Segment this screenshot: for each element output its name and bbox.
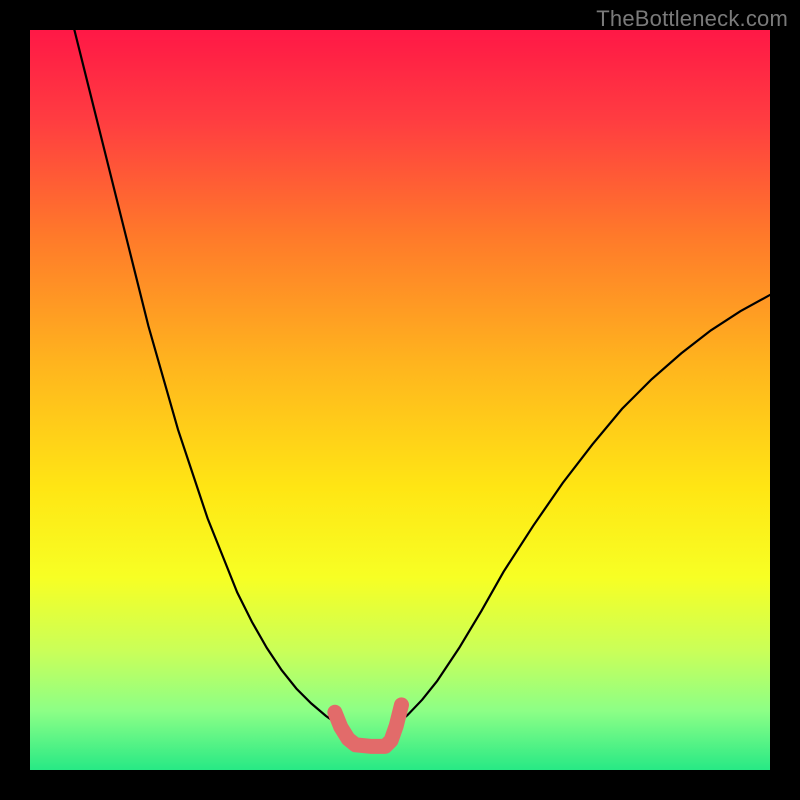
bottleneck-chart [30, 30, 770, 770]
gradient-bg [30, 30, 770, 770]
watermark-text: TheBottleneck.com [596, 6, 788, 32]
